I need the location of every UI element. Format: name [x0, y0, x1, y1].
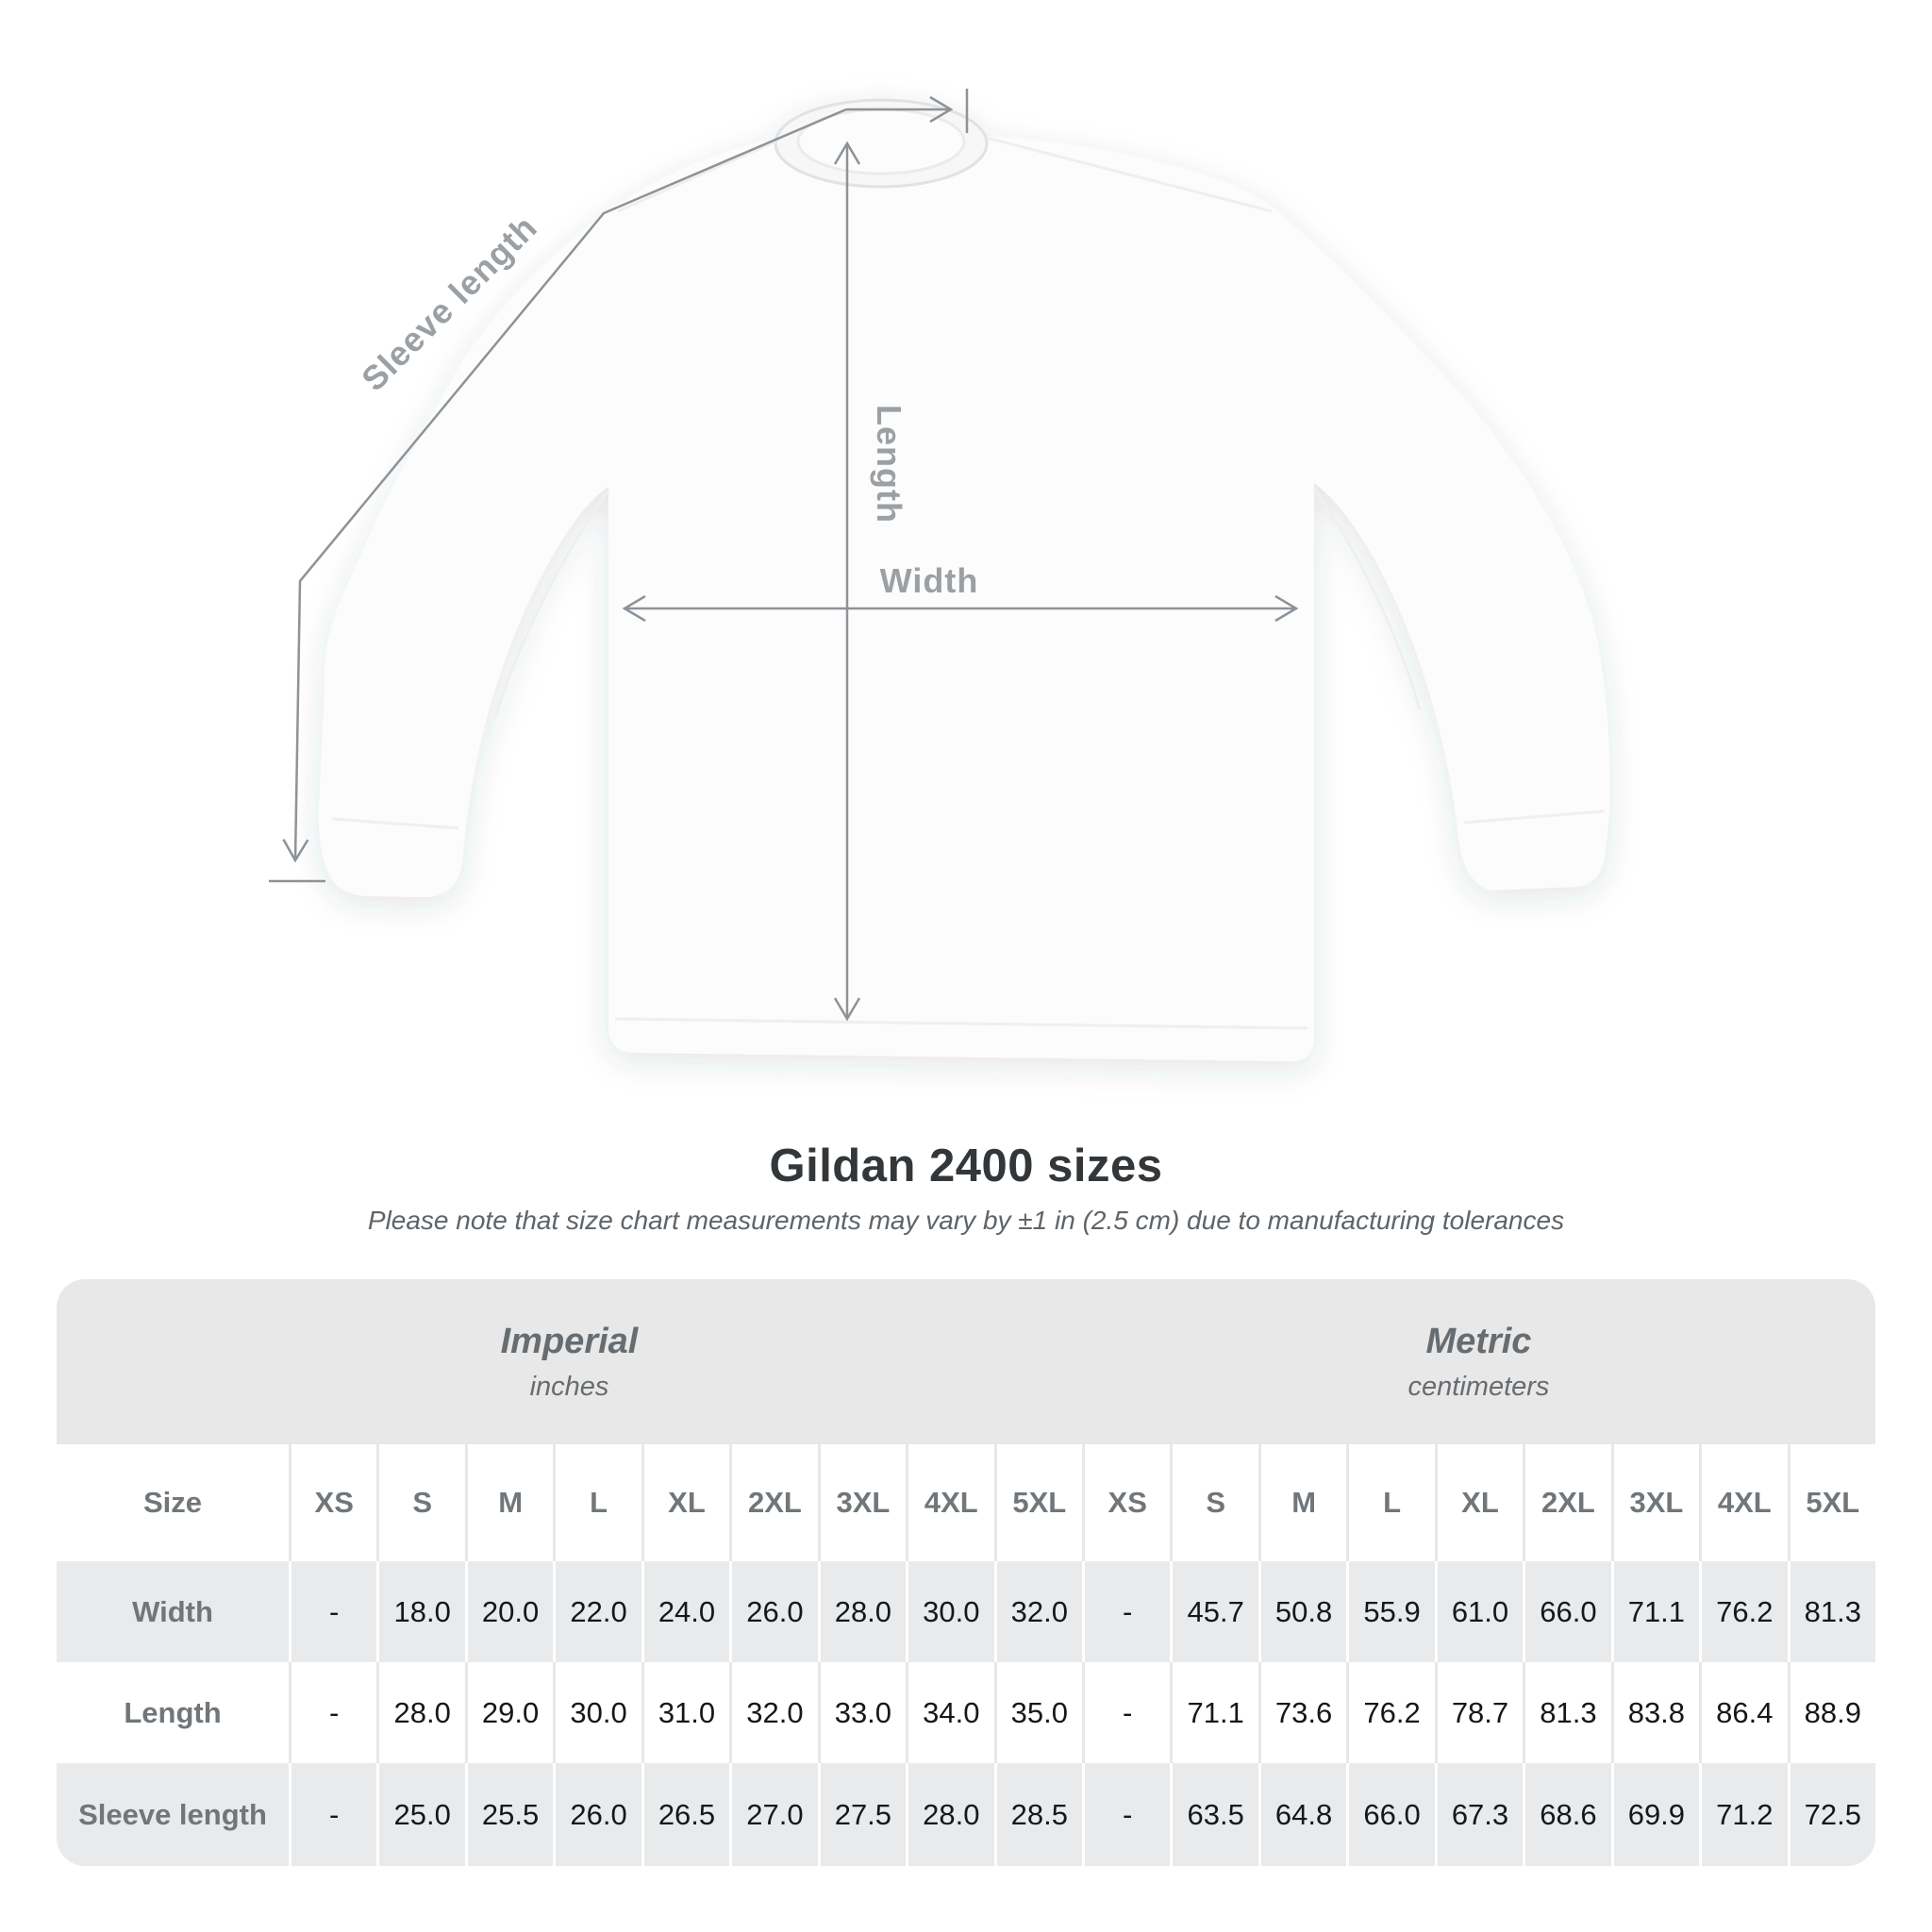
unit-group-name: Metric — [1425, 1321, 1532, 1361]
size-header-metric-m: M — [1257, 1444, 1347, 1561]
table-cell: - — [289, 1662, 377, 1763]
table-cell: 68.6 — [1523, 1763, 1611, 1866]
table-cell: 29.0 — [464, 1662, 554, 1763]
size-header-metric-xl: XL — [1434, 1444, 1524, 1561]
table-cell: 55.9 — [1346, 1561, 1435, 1662]
table-cell: - — [1081, 1662, 1171, 1763]
table-cell: 76.2 — [1699, 1561, 1788, 1662]
table-cell: 27.0 — [729, 1763, 818, 1866]
row-label: Width — [57, 1561, 289, 1662]
unit-group-unit: centimeters — [1407, 1371, 1550, 1402]
size-header-metric-xs: XS — [1081, 1444, 1171, 1561]
size-header-imperial-m: M — [464, 1444, 554, 1561]
table-cell: - — [1081, 1561, 1171, 1662]
row-label: Sleeve length — [57, 1763, 289, 1866]
size-header-metric-s: S — [1170, 1444, 1258, 1561]
table-cell: 25.0 — [376, 1763, 465, 1866]
unit-group-imperial: Imperial inches — [57, 1279, 1082, 1444]
size-header-metric-l: L — [1346, 1444, 1435, 1561]
shirt-seams — [331, 136, 1605, 1030]
table-cell: 33.0 — [817, 1662, 907, 1763]
sleeve-length-measure-line — [269, 89, 969, 883]
table-cell: 72.5 — [1787, 1763, 1875, 1866]
table-cell: 20.0 — [464, 1561, 554, 1662]
size-header-imperial-3xl: 3XL — [817, 1444, 907, 1561]
table-cell: - — [1081, 1763, 1171, 1866]
table-cell: 67.3 — [1434, 1763, 1524, 1866]
table-cell: 66.0 — [1523, 1561, 1611, 1662]
table-cell: 73.6 — [1257, 1662, 1347, 1763]
table-cell: 30.0 — [553, 1662, 641, 1763]
size-column-header: Size — [57, 1444, 289, 1561]
table-cell: 81.3 — [1523, 1662, 1611, 1763]
unit-group-name: Imperial — [500, 1321, 639, 1361]
size-table: Imperial inches Metric centimeters Size … — [57, 1279, 1875, 1866]
size-header-imperial-l: L — [553, 1444, 641, 1561]
table-cell: 26.5 — [641, 1763, 730, 1866]
table-cell: 45.7 — [1170, 1561, 1258, 1662]
size-header-imperial-xs: XS — [289, 1444, 377, 1561]
size-header-imperial-xl: XL — [641, 1444, 730, 1561]
table-cell: 35.0 — [993, 1662, 1082, 1763]
table-cell: 27.5 — [817, 1763, 907, 1866]
unit-group-metric: Metric centimeters — [1081, 1279, 1875, 1444]
table-cell: 71.2 — [1699, 1763, 1788, 1866]
table-cell: 34.0 — [906, 1662, 994, 1763]
table-cell: 81.3 — [1787, 1561, 1875, 1662]
table-cell: 18.0 — [376, 1561, 465, 1662]
table-cell: - — [289, 1763, 377, 1866]
table-cell: 32.0 — [993, 1561, 1082, 1662]
shirt-measurement-diagram: Sleeve length Length Width — [269, 89, 1610, 1062]
chart-title: Gildan 2400 sizes — [769, 1141, 1163, 1191]
shirt-mockup — [318, 117, 1610, 1062]
table-cell: 69.9 — [1610, 1763, 1700, 1866]
table-cell: 83.8 — [1610, 1662, 1700, 1763]
table-cell: 22.0 — [553, 1561, 641, 1662]
unit-group-unit: inches — [529, 1371, 609, 1402]
table-cell: 66.0 — [1346, 1763, 1435, 1866]
table-cell: 25.5 — [464, 1763, 554, 1866]
table-cell: 32.0 — [729, 1662, 818, 1763]
table-cell: 63.5 — [1170, 1763, 1258, 1866]
table-cell: 28.5 — [993, 1763, 1082, 1866]
table-cell: - — [289, 1561, 377, 1662]
table-cell: 28.0 — [376, 1662, 465, 1763]
table-cell: 26.0 — [553, 1763, 641, 1866]
table-cell: 61.0 — [1434, 1561, 1524, 1662]
width-label: Width — [880, 561, 979, 600]
size-header-metric-5xl: 5XL — [1787, 1444, 1875, 1561]
table-cell: 78.7 — [1434, 1662, 1524, 1763]
table-cell: 76.2 — [1346, 1662, 1435, 1763]
table-cell: 64.8 — [1257, 1763, 1347, 1866]
table-cell: 31.0 — [641, 1662, 730, 1763]
length-label: Length — [870, 405, 908, 524]
table-cell: 28.0 — [817, 1561, 907, 1662]
size-header-metric-2xl: 2XL — [1523, 1444, 1611, 1561]
size-header-imperial-5xl: 5XL — [993, 1444, 1082, 1561]
size-header-imperial-s: S — [376, 1444, 465, 1561]
table-cell: 88.9 — [1787, 1662, 1875, 1763]
row-label: Length — [57, 1662, 289, 1763]
table-cell: 50.8 — [1257, 1561, 1347, 1662]
table-cell: 24.0 — [641, 1561, 730, 1662]
table-cell: 26.0 — [729, 1561, 818, 1662]
heading-block: Gildan 2400 sizes Please note that size … — [0, 1140, 1932, 1236]
table-cell: 71.1 — [1610, 1561, 1700, 1662]
table-cell: 86.4 — [1699, 1662, 1788, 1763]
size-header-metric-3xl: 3XL — [1610, 1444, 1700, 1561]
size-header-imperial-4xl: 4XL — [906, 1444, 994, 1561]
tolerance-note: Please note that size chart measurements… — [367, 1206, 1565, 1235]
size-header-metric-4xl: 4XL — [1699, 1444, 1788, 1561]
table-cell: 30.0 — [906, 1561, 994, 1662]
table-cell: 71.1 — [1170, 1662, 1258, 1763]
size-header-imperial-2xl: 2XL — [729, 1444, 818, 1561]
table-cell: 28.0 — [906, 1763, 994, 1866]
